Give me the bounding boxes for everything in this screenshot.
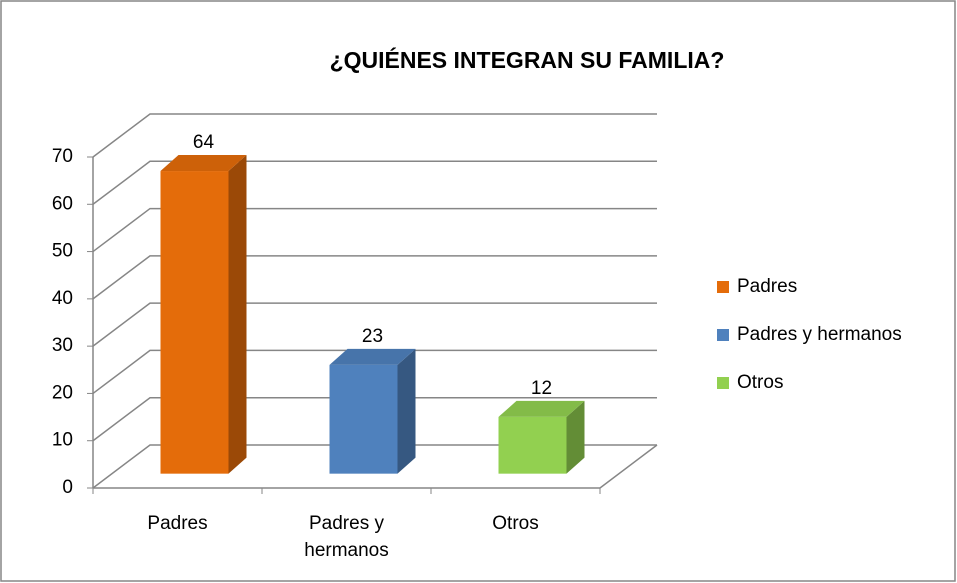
bar-top <box>160 155 247 172</box>
grid-line <box>92 302 657 347</box>
bar <box>160 171 229 474</box>
bar-side <box>397 348 416 474</box>
y-tick-label: 20 <box>52 382 73 403</box>
legend-swatch <box>717 329 729 341</box>
grid-line <box>92 255 657 300</box>
x-tick-label: Otros <box>492 513 539 534</box>
legend-label: Otros <box>737 372 783 393</box>
y-tick-label: 0 <box>62 477 73 498</box>
grid-line <box>92 444 657 489</box>
grid-line <box>92 113 657 158</box>
y-tick-label: 60 <box>52 193 73 214</box>
bar-top <box>498 400 585 417</box>
data-label: 12 <box>531 378 552 399</box>
y-tick-label: 30 <box>52 335 73 356</box>
y-tick-label: 40 <box>52 288 73 309</box>
grid-line <box>92 160 657 205</box>
bar-side <box>566 400 585 474</box>
legend-swatch <box>717 281 729 293</box>
legend-label: Padres <box>737 276 797 297</box>
y-tick-label: 70 <box>52 146 73 167</box>
bar <box>498 416 567 474</box>
data-label: 64 <box>193 132 215 153</box>
bar-top <box>329 348 416 365</box>
grid-line <box>92 396 657 442</box>
legend-label: Padres y hermanos <box>737 324 902 345</box>
y-tick-label: 10 <box>52 430 73 451</box>
y-tick-label: 50 <box>52 241 73 262</box>
grid-line <box>92 207 657 253</box>
chart-title: ¿QUIÉNES INTEGRAN SU FAMILIA? <box>330 46 725 73</box>
grid-line <box>92 349 657 395</box>
bar <box>329 364 398 474</box>
legend-swatch <box>717 377 729 389</box>
data-label: 23 <box>362 326 383 347</box>
x-tick-label: Padres y hermanos <box>304 513 389 561</box>
bar-side <box>228 155 247 474</box>
x-tick-label: Padres <box>147 513 208 534</box>
